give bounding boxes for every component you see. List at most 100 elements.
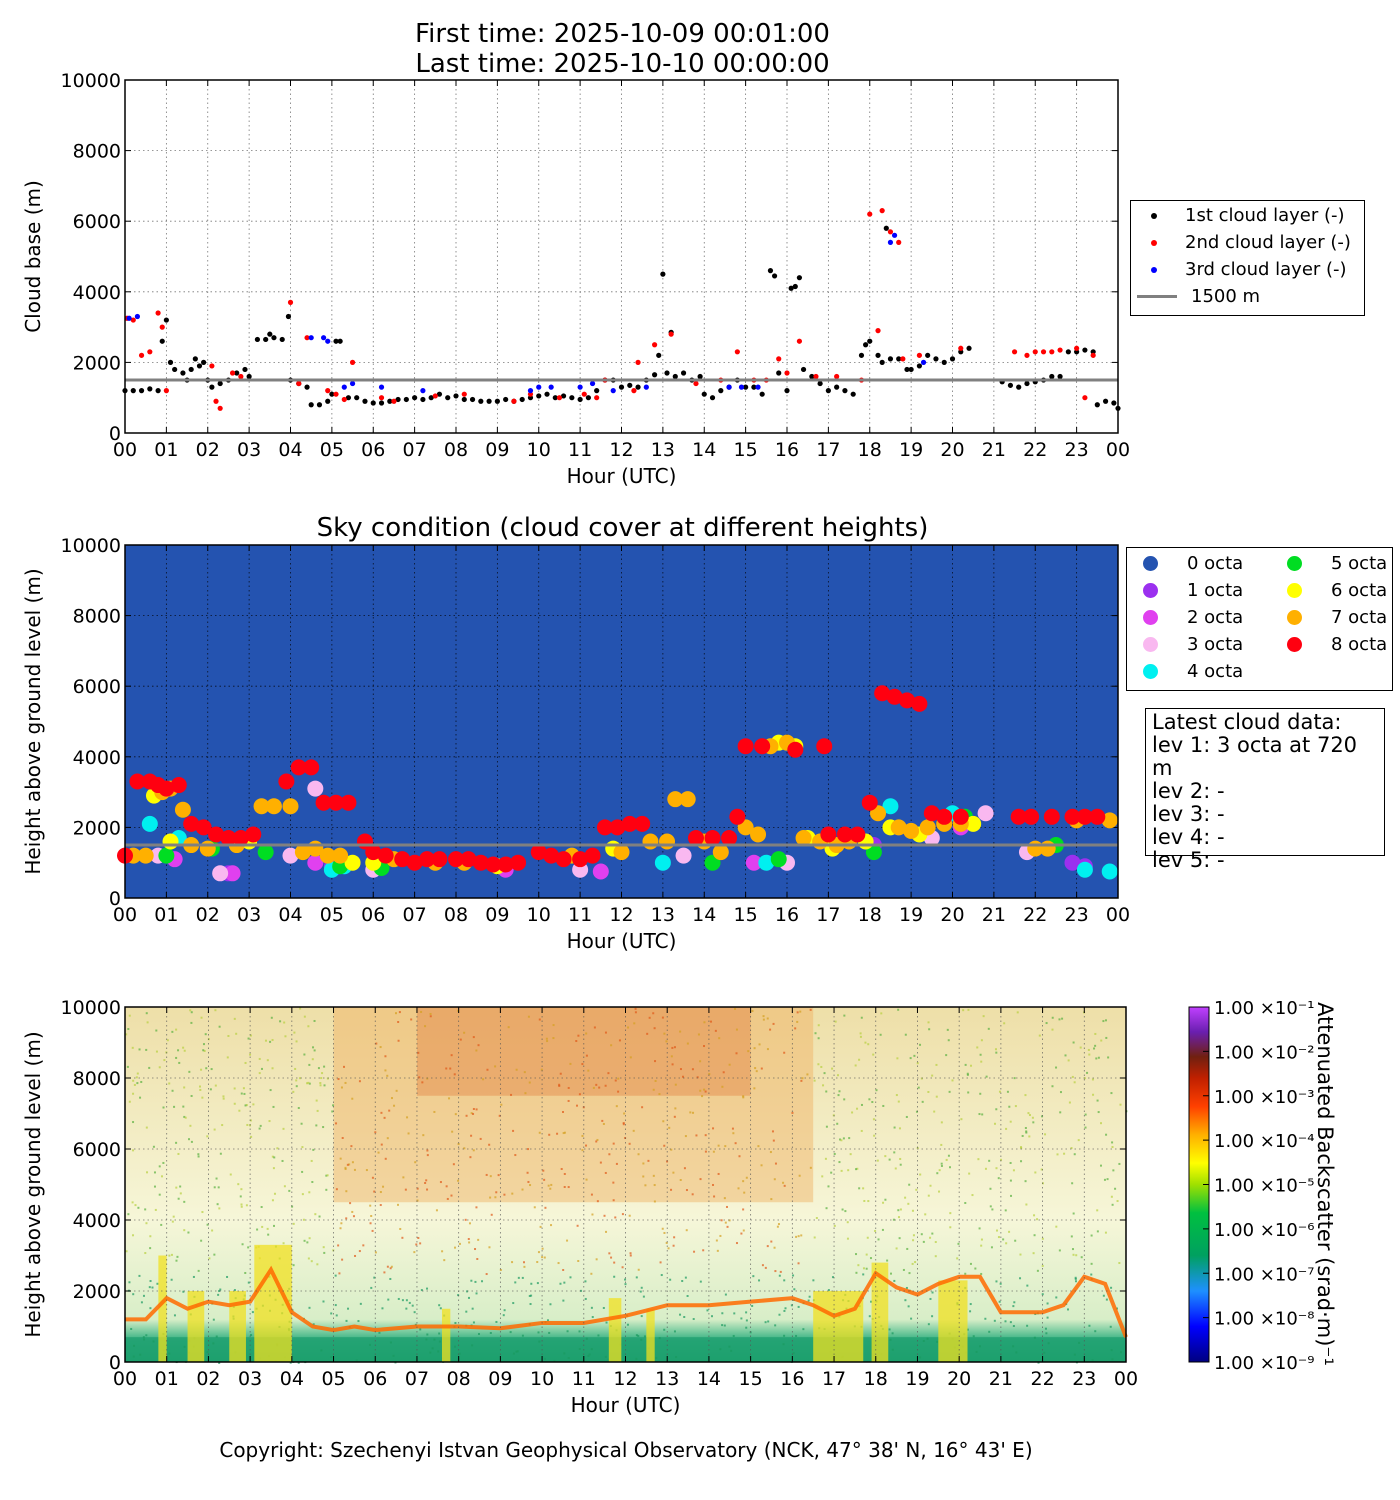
speckle (1074, 1280, 1077, 1283)
speckle (796, 1020, 799, 1023)
speckle (384, 1069, 387, 1072)
speckle (913, 1054, 916, 1057)
speckle (855, 1168, 858, 1171)
backscatter-panel: 00 01 02 03 04 05 06 07 08 09 10 11 12 13 14 15 16 17 18 19… (21, 997, 1138, 1417)
speckle (1003, 1022, 1006, 1025)
speckle (629, 1056, 632, 1059)
speckle (384, 1157, 387, 1160)
speckle (899, 1157, 902, 1160)
x-tick-label: 21 (982, 904, 1006, 926)
legend-marker (1151, 212, 1157, 219)
speckle (538, 1340, 541, 1343)
speckle (1044, 1327, 1047, 1330)
speckle (533, 1206, 536, 1209)
speckle (993, 1319, 996, 1322)
speckle (190, 1011, 193, 1014)
octa-marker (129, 773, 146, 790)
speckle (413, 1311, 416, 1314)
speckle (337, 1244, 340, 1247)
speckle (348, 1163, 351, 1166)
speckle (397, 1039, 400, 1042)
octa-marker (621, 815, 638, 832)
data-point (887, 239, 894, 245)
speckle (783, 1051, 786, 1054)
octa-legend-marker (1287, 583, 1302, 598)
data-point (391, 398, 397, 404)
speckle (457, 1294, 460, 1297)
data-point (138, 352, 145, 358)
speckle (399, 1227, 402, 1230)
speckle (171, 1220, 174, 1223)
speckle (671, 1063, 674, 1066)
speckle (640, 1338, 643, 1341)
data-point (420, 396, 426, 403)
speckle (188, 1138, 191, 1141)
speckle (1021, 1134, 1024, 1137)
speckle (629, 1254, 632, 1257)
x-tick-label: 17 (816, 904, 840, 926)
x-tick-label: 00 (1114, 1368, 1138, 1390)
speckle (377, 1151, 380, 1154)
speckle (970, 1064, 973, 1067)
speckle (614, 1079, 617, 1082)
speckle (776, 1225, 779, 1228)
speckle (704, 1090, 707, 1093)
data-point (387, 398, 393, 404)
speckle (413, 1251, 416, 1254)
data-point (201, 359, 207, 365)
speckle (653, 1027, 656, 1030)
data-point (701, 391, 707, 397)
speckle (964, 1201, 967, 1204)
speckle (490, 1213, 493, 1216)
speckle (357, 1320, 360, 1323)
speckle (870, 1300, 873, 1303)
speckle (475, 1108, 478, 1111)
speckle (1020, 1147, 1023, 1150)
speckle (307, 1257, 310, 1260)
speckle (951, 1079, 954, 1082)
speckle (424, 1181, 427, 1184)
speckle (1008, 1105, 1011, 1108)
speckle (139, 1096, 142, 1099)
speckle (977, 1158, 980, 1161)
octa-marker (687, 829, 704, 846)
speckle (323, 1084, 326, 1087)
speckle (429, 1015, 432, 1018)
speckle (212, 1342, 215, 1345)
speckle (892, 1218, 895, 1221)
data-point (784, 388, 790, 394)
octa-marker (874, 685, 891, 702)
speckle (387, 1298, 390, 1301)
data-point (1011, 349, 1018, 355)
speckle (846, 1221, 849, 1224)
speckle (663, 1032, 666, 1035)
speckle (717, 1144, 720, 1147)
speckle (132, 1149, 135, 1152)
speckle (499, 1268, 502, 1271)
speckle (1028, 1135, 1031, 1138)
speckle (602, 1122, 605, 1125)
speckle (154, 1208, 157, 1211)
speckle (578, 1330, 581, 1333)
data-point (726, 384, 732, 390)
speckle (692, 1318, 695, 1321)
speckle (658, 1337, 661, 1340)
speckle (671, 1046, 674, 1049)
speckle (1111, 1146, 1114, 1149)
speckle (389, 1341, 392, 1344)
octa-marker (721, 829, 738, 846)
speckle (888, 1328, 891, 1331)
speckle (352, 1215, 355, 1218)
data-point (453, 393, 459, 399)
data-point (759, 391, 765, 397)
octa-marker (977, 805, 994, 822)
x-tick-label: 19 (899, 904, 923, 926)
speckle (1110, 1092, 1113, 1095)
speckle (524, 1092, 527, 1095)
speckle (162, 1106, 165, 1109)
speckle (724, 1221, 727, 1224)
data-point (163, 388, 169, 394)
speckle (273, 1224, 276, 1227)
speckle (1014, 1105, 1017, 1108)
speckle (949, 1212, 952, 1215)
